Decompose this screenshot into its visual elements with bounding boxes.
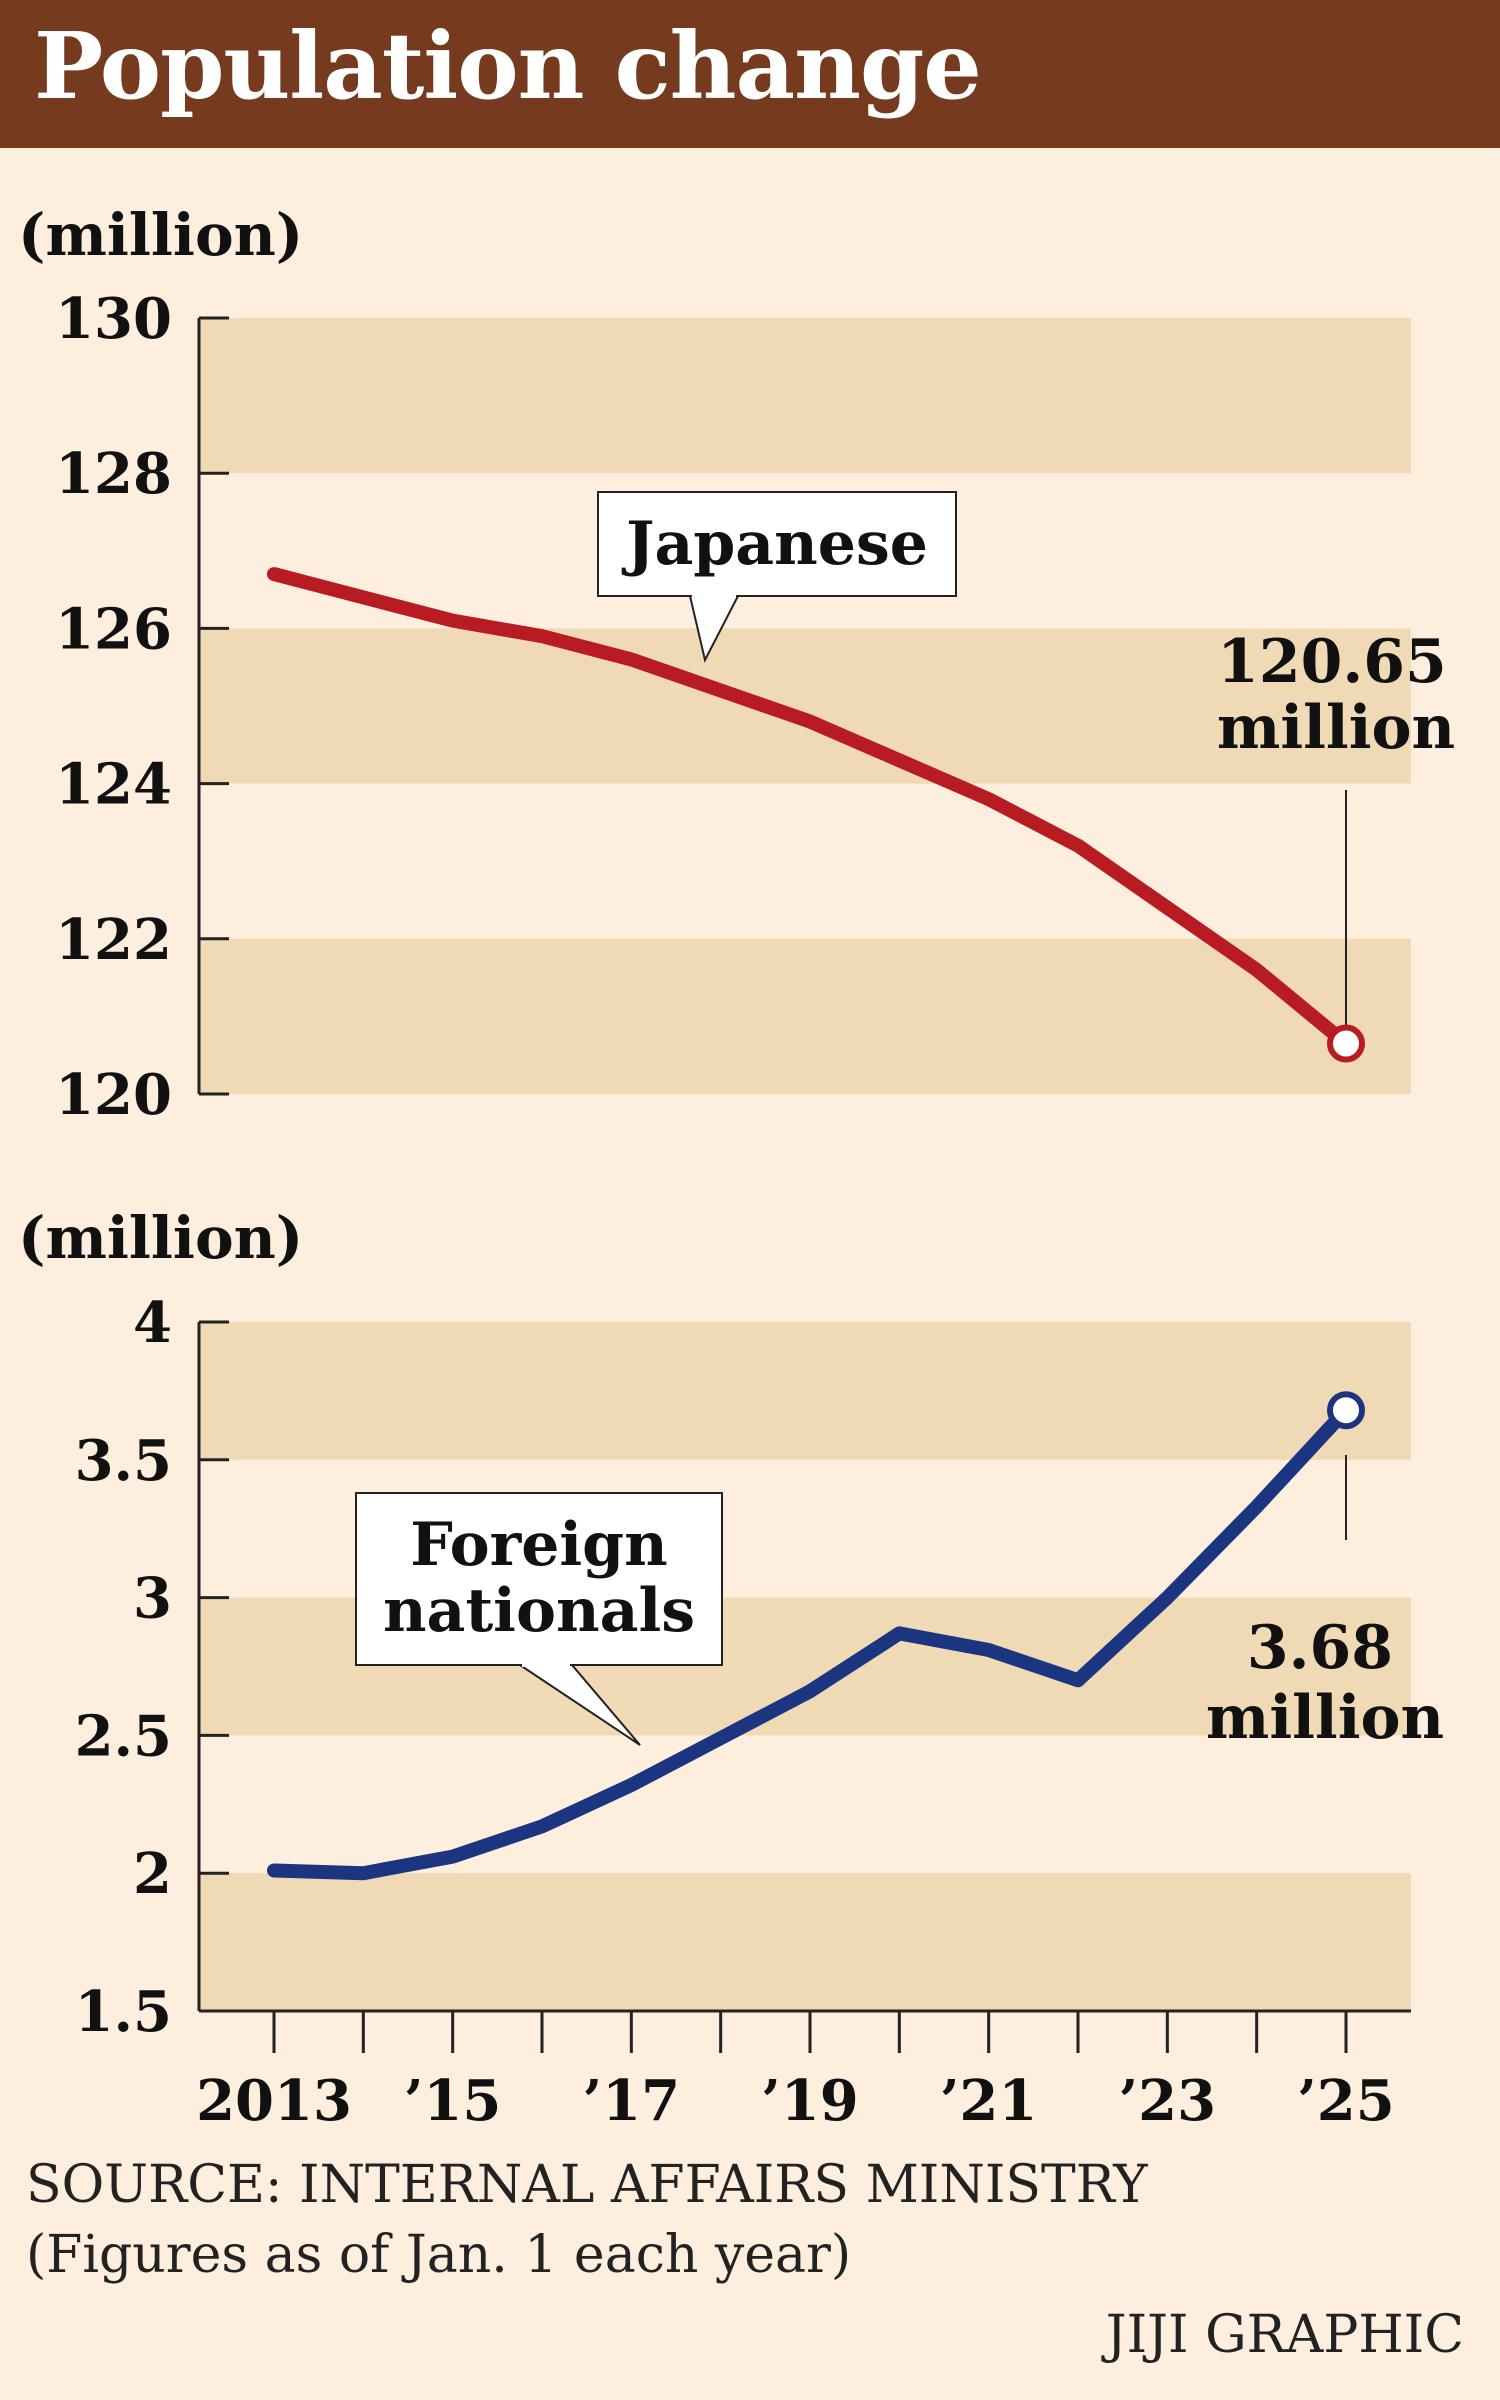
callout-box <box>355 1492 723 1666</box>
end-point-marker <box>1327 1391 1365 1430</box>
note-text: (Figures as of Jan. 1 each year) <box>26 2225 852 2285</box>
y-axis-unit-label: (million) <box>18 201 303 269</box>
background-band <box>199 1322 1411 1460</box>
callout-box <box>597 491 957 597</box>
y-tick-label: 2.5 <box>75 1703 172 1769</box>
x-tick-label: ’19 <box>761 2068 858 2134</box>
y-tick-label: 3.5 <box>75 1428 172 1494</box>
series-callout-label: Foreign <box>410 1510 668 1580</box>
end-value-label: 120.65 <box>1217 627 1447 697</box>
y-axis-unit-label: (million) <box>18 1204 303 1272</box>
background-band <box>199 1873 1411 2011</box>
y-tick-label: 128 <box>55 441 172 507</box>
y-tick-label: 120 <box>55 1062 172 1128</box>
chart-title: Population change <box>34 12 982 120</box>
y-tick-label: 2 <box>133 1841 172 1907</box>
background-band <box>199 318 1411 474</box>
end-unit-label: million <box>1217 693 1455 763</box>
y-tick-label: 3 <box>133 1566 172 1632</box>
credit-text: JIJI GRAPHIC <box>1105 2305 1464 2365</box>
y-tick-label: 124 <box>55 752 172 818</box>
background-band <box>199 628 1411 784</box>
y-tick-label: 4 <box>133 1290 172 1356</box>
x-tick-label: ’25 <box>1297 2068 1394 2134</box>
title-bar: Population change <box>0 0 1500 148</box>
source-text: SOURCE: INTERNAL AFFAIRS MINISTRY <box>26 2155 1148 2215</box>
series-callout-label: Japanese <box>621 509 928 579</box>
x-tick-label: ’17 <box>583 2068 680 2134</box>
x-tick-label: ’23 <box>1119 2068 1216 2134</box>
y-tick-label: 126 <box>55 596 172 662</box>
x-tick-label: ’21 <box>940 2068 1037 2134</box>
x-tick-label: ’15 <box>404 2068 501 2134</box>
end-point-marker <box>1327 1024 1365 1063</box>
end-unit-label: million <box>1206 1683 1444 1753</box>
y-tick-label: 130 <box>55 286 172 352</box>
series-callout-label: nationals <box>383 1576 695 1646</box>
y-tick-label: 1.5 <box>75 1979 172 2045</box>
background-band <box>199 938 1411 1094</box>
end-value-label: 3.68 <box>1247 1613 1393 1683</box>
y-tick-label: 122 <box>55 907 172 973</box>
x-tick-label: 2013 <box>196 2068 352 2134</box>
